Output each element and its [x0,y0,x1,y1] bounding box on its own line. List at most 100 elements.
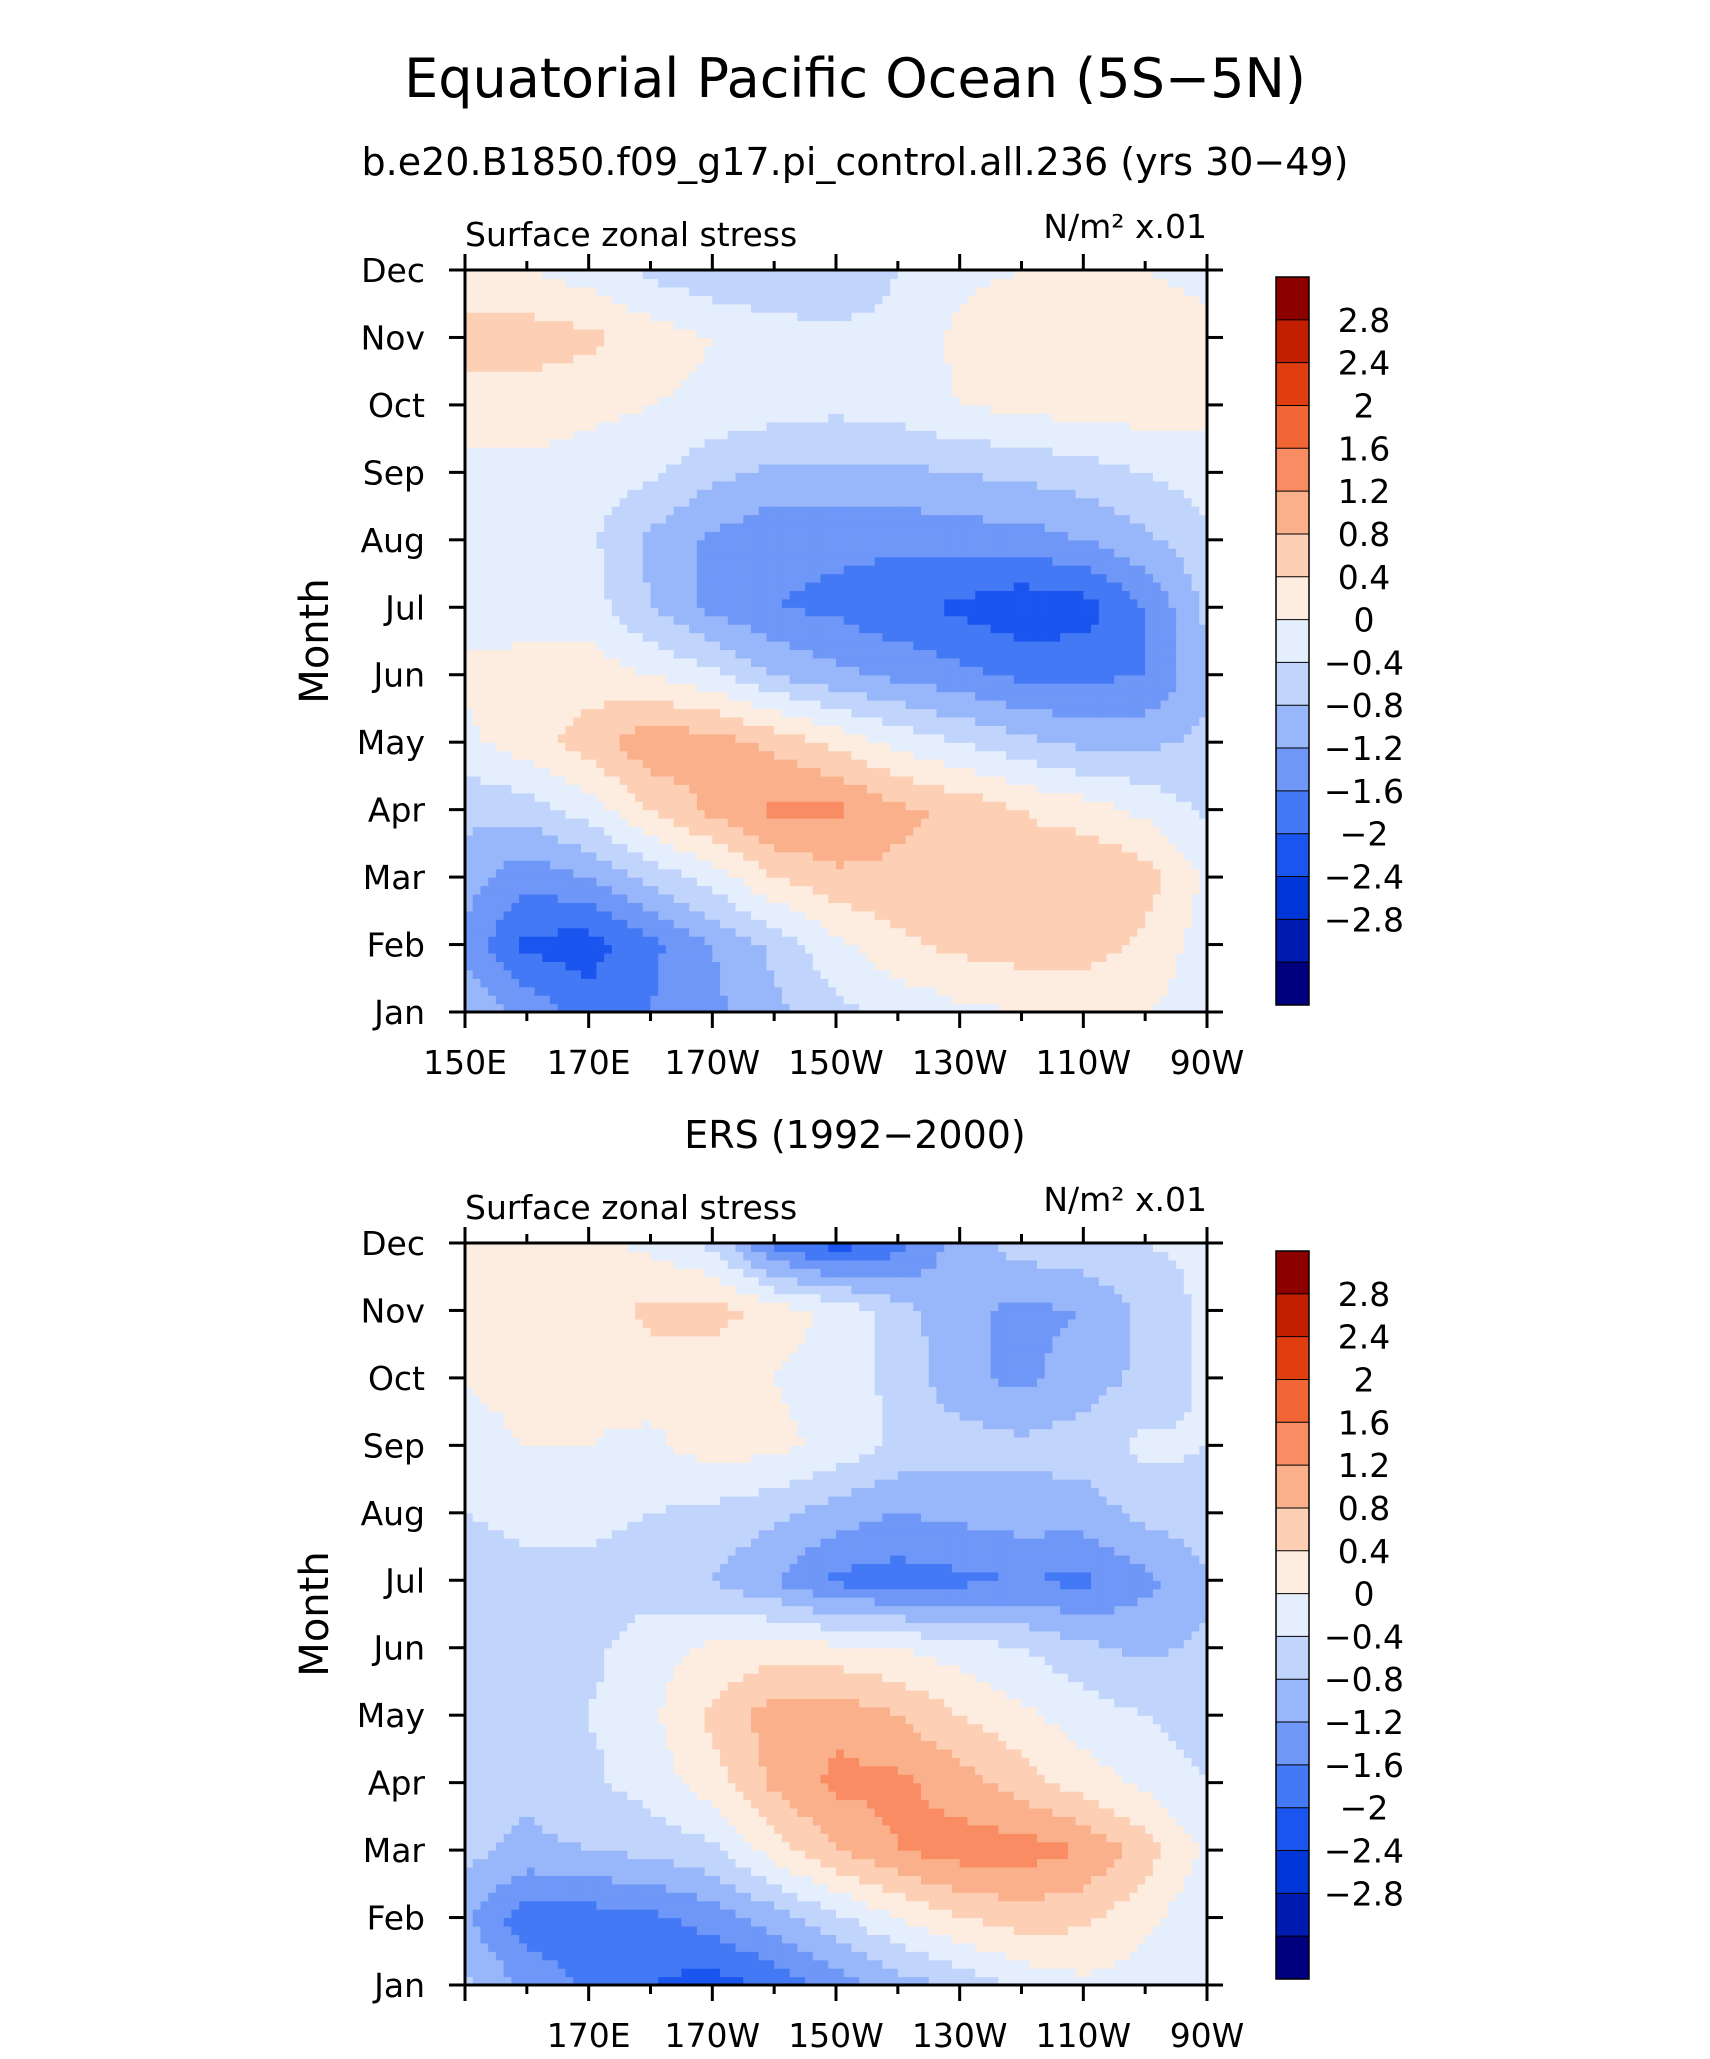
contour-cell [550,590,559,600]
contour-cell [488,716,497,726]
contour-cell [959,801,968,811]
contour-cell [557,700,567,710]
contour-cell [1152,775,1162,785]
contour-cell [1021,826,1030,836]
contour-cell [928,759,938,769]
contour-cell [944,818,953,828]
contour-cell [604,666,613,676]
contour-cell [542,801,551,811]
contour-cell [951,809,961,819]
contour-cell [557,573,567,583]
contour-cell [913,716,922,726]
contour-cell [1060,986,1069,996]
contour-cell [990,995,999,1005]
contour-cell [828,556,837,566]
contour-cell [604,877,613,887]
contour-cell [1152,944,1162,954]
contour-cell [519,961,528,971]
contour-cell [689,742,698,752]
contour-cell [1114,1003,1123,1012]
contour-cell [998,969,1007,979]
contour-cell [951,624,961,634]
contour-cell [519,927,528,937]
contour-cell [1137,708,1146,718]
contour-cell [1029,818,1038,828]
contour-cell [495,919,505,929]
contour-cell [642,868,652,878]
contour-cell [905,767,914,777]
contour-cell [534,767,543,777]
contour-cell [959,624,968,634]
contour-cell [1098,683,1108,693]
contour-cell [1145,877,1154,887]
contour-cell [859,969,868,979]
contour-cell [534,969,543,979]
contour-cell [658,986,667,996]
contour-cell [1006,666,1015,676]
contour-cell [650,683,659,693]
contour-cell [720,767,729,777]
contour-cell [658,581,667,592]
contour-cell [1021,801,1030,811]
contour-cell [1036,818,1046,828]
contour-cell [797,843,806,853]
contour-cell [573,641,582,651]
contour-cell [712,539,721,549]
contour-cell [712,952,721,963]
contour-cell [1137,927,1146,937]
contour-cell [704,742,713,752]
contour-cell [727,834,737,844]
contour-cell [1183,809,1193,819]
contour-cell [1098,716,1108,726]
contour-cell [982,885,992,895]
contour-cell [1191,860,1200,870]
contour-cell [689,893,698,903]
contour-cell [689,615,698,625]
contour-cell [580,674,590,684]
contour-cell [843,750,853,760]
contour-cell [1021,1003,1030,1012]
contour-cell [604,978,613,988]
contour-cell [704,649,713,659]
contour-cell [1114,834,1123,844]
contour-cell [1106,708,1115,718]
contour-cell [805,902,814,912]
contour-cell [650,641,659,651]
contour-cell [488,868,497,878]
contour-cell [465,565,474,575]
contour-cell [812,691,822,701]
contour-cell [812,759,822,769]
contour-cell [1006,952,1015,963]
contour-cell [665,548,675,558]
contour-cell [921,910,930,920]
contour-cell [990,666,999,676]
contour-cell [874,893,883,903]
contour-cell [658,893,667,903]
contour-cell [619,539,628,549]
contour-cell [1168,927,1177,937]
contour-cell [758,632,768,642]
contour-cell [982,792,992,802]
contour-cell [1129,767,1139,777]
contour-cell [975,868,984,878]
contour-cell [526,767,536,777]
contour-cell [627,767,636,777]
contour-cell [580,598,590,608]
contour-cell [495,809,505,819]
contour-cell [642,733,652,743]
contour-cell [766,615,775,625]
contour-cell [665,826,675,836]
contour-cell [720,700,729,710]
contour-cell [665,590,675,600]
contour-cell [1044,725,1054,735]
contour-cell [596,573,605,583]
contour-cell [1137,952,1146,963]
contour-cell [944,691,953,701]
contour-cell [1098,750,1108,760]
contour-cell [488,995,497,1005]
contour-cell [580,961,590,971]
contour-cell [1183,649,1193,659]
contour-cell [959,893,968,903]
contour-cell [936,843,945,853]
contour-cell [851,809,860,819]
